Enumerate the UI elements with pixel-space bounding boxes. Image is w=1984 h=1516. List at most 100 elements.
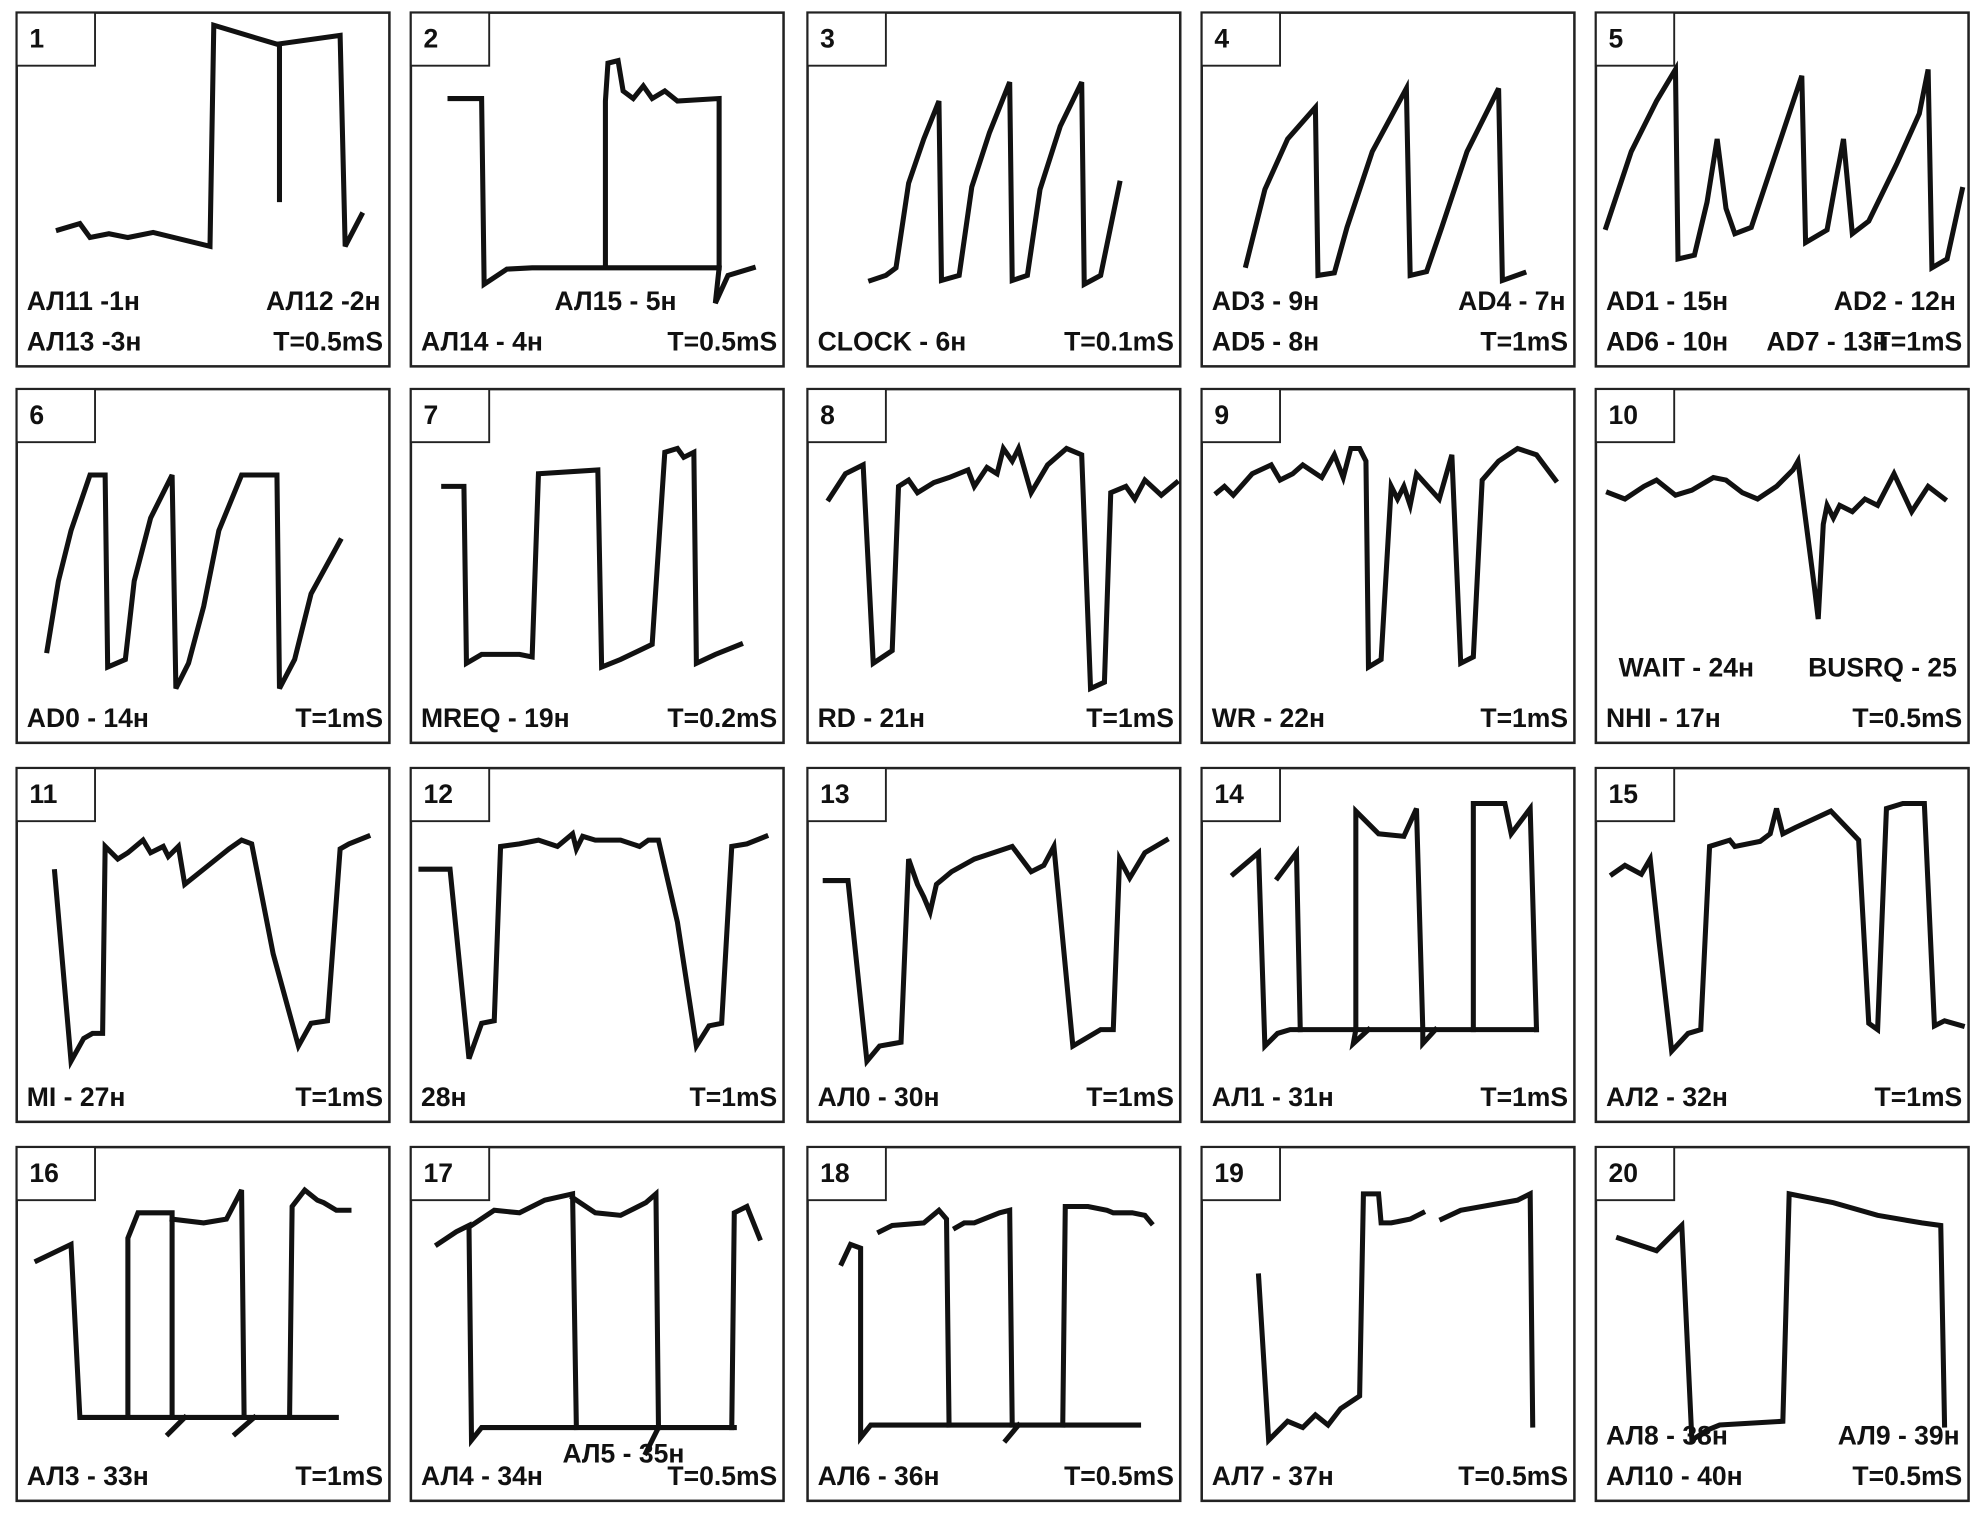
signal-label: AD1 - 15н <box>1606 286 1728 316</box>
panel-number-box <box>806 767 887 823</box>
panel: 14 АЛ1 - 31н T=1mS <box>1200 766 1576 1124</box>
signal-label: NHI - 17н <box>1606 703 1721 733</box>
panel-number-box <box>806 11 887 67</box>
panel-frame <box>15 766 391 1124</box>
signal-label: АЛ14 - 4н <box>421 327 543 357</box>
waveform <box>418 829 770 1060</box>
waveform <box>1060 1203 1155 1428</box>
signal-label: MI - 27н <box>27 1082 126 1112</box>
signal-label: AD0 - 14н <box>27 703 149 733</box>
panel: 8 RD - 21н T=1mS <box>806 387 1182 745</box>
signal-label: АЛ12 -2н <box>266 286 381 316</box>
panel-number-box <box>1594 767 1676 823</box>
signal-label: АЛ4 - 34н <box>421 1461 543 1491</box>
signal-label: T=0.5mS <box>1064 1461 1174 1491</box>
waveform <box>1615 1190 1948 1445</box>
signal-label: AD4 - 7н <box>1458 286 1565 316</box>
waveform <box>951 1207 1015 1428</box>
panel-frame <box>806 1145 1182 1503</box>
signal-label: WAIT - 24н <box>1619 653 1754 683</box>
panel-frame <box>15 11 391 368</box>
panel: 19 АЛ7 - 37н T=0.5mS <box>1200 1145 1576 1503</box>
panel-number: 19 <box>1214 1158 1244 1188</box>
panel-number-box <box>1594 11 1676 67</box>
waveform <box>164 1413 189 1438</box>
waveform <box>468 1190 579 1431</box>
panel-number: 11 <box>29 779 57 809</box>
waveform <box>447 57 722 289</box>
signal-label: АЛ11 -1н <box>27 286 140 316</box>
waveform <box>1273 845 1303 1033</box>
panel-number: 1 <box>29 23 44 53</box>
panel-frame <box>1200 1145 1576 1503</box>
waveform <box>1349 1026 1373 1051</box>
panel: 12 28н T=1mS <box>409 766 785 1124</box>
panel: 11 MI - 27н T=1mS <box>15 766 391 1124</box>
signal-label: T=1mS <box>1875 327 1963 357</box>
signal-label: АЛ2 - 32н <box>1606 1082 1728 1112</box>
signal-label: АЛ5 - 35н <box>562 1438 684 1468</box>
panel-number-box <box>1200 388 1281 444</box>
panel: 18 АЛ6 - 36н T=0.5mS <box>806 1145 1182 1503</box>
panel-number-box <box>409 388 491 444</box>
panel: 15 АЛ2 - 32н T=1mS <box>1594 766 1970 1124</box>
waveform <box>125 1210 175 1420</box>
signal-label: АЛ10 - 40н <box>1606 1461 1743 1491</box>
panel-number-box <box>15 11 96 67</box>
panel-number: 13 <box>820 779 850 809</box>
panel: 3 CLOCK - 6н T=0.1mS <box>806 11 1182 368</box>
panel-number-box <box>1594 1146 1676 1202</box>
panel-number-box <box>1200 767 1281 823</box>
signal-label: T=0.5mS <box>667 1461 777 1491</box>
panel: 2 АЛ15 - 5н АЛ14 - 4н T=0.5mS <box>409 11 785 368</box>
panel-number-box <box>409 1146 491 1202</box>
panel-number: 17 <box>424 1158 454 1188</box>
signal-label: T=0.5mS <box>273 327 383 357</box>
waveform <box>825 441 1181 693</box>
panel-number: 3 <box>820 23 835 53</box>
panel-number-box <box>806 1146 887 1202</box>
signal-label: АЛ13 -3н <box>27 327 142 357</box>
panel-frame <box>1594 11 1970 368</box>
waveform <box>1229 847 1540 1052</box>
waveform <box>1420 1026 1439 1051</box>
panel-number: 7 <box>424 400 439 430</box>
waveform <box>231 1413 258 1438</box>
waveform <box>712 264 757 305</box>
waveform <box>822 836 1170 1068</box>
signal-label: BUSRQ - 25 <box>1808 653 1957 683</box>
panel-number: 14 <box>1214 779 1244 809</box>
waveform <box>867 81 1123 289</box>
panel: 9 WR - 22н T=1mS <box>1200 387 1576 745</box>
signal-label: T=1mS <box>295 703 383 733</box>
waveform <box>433 1221 737 1448</box>
signal-label: T=1mS <box>1480 703 1568 733</box>
signal-label: АЛ9 - 39н <box>1838 1421 1960 1451</box>
panel-number: 20 <box>1609 1158 1639 1188</box>
panel-number-box <box>806 388 887 444</box>
waveform <box>1602 60 1966 273</box>
waveform <box>441 445 744 671</box>
signal-label: CLOCK - 6н <box>818 327 967 357</box>
signal-label: 28н <box>421 1082 467 1112</box>
panel-number-box <box>15 388 96 444</box>
signal-label: T=1mS <box>295 1082 383 1112</box>
panel-number: 6 <box>29 400 44 430</box>
signal-label: AD7 - 13н <box>1766 327 1888 357</box>
panel: 16 АЛ3 - 33н T=1mS <box>15 1145 391 1503</box>
panel-frame <box>409 1145 785 1503</box>
signal-label: T=0.5mS <box>1852 703 1962 733</box>
waveform <box>33 1240 339 1420</box>
panel-number-box <box>409 767 491 823</box>
waveform <box>287 1186 352 1421</box>
waveform <box>1605 453 1949 620</box>
waveform <box>1213 445 1559 672</box>
waveform <box>1608 800 1966 1057</box>
signal-label: T=1mS <box>295 1461 383 1491</box>
waveform <box>1353 804 1426 1033</box>
panel: 7 MREQ - 19н T=0.2mS <box>409 387 785 745</box>
signal-label: AD2 - 12н <box>1834 286 1956 316</box>
waveform <box>169 1188 247 1421</box>
panel-number: 4 <box>1214 23 1229 53</box>
